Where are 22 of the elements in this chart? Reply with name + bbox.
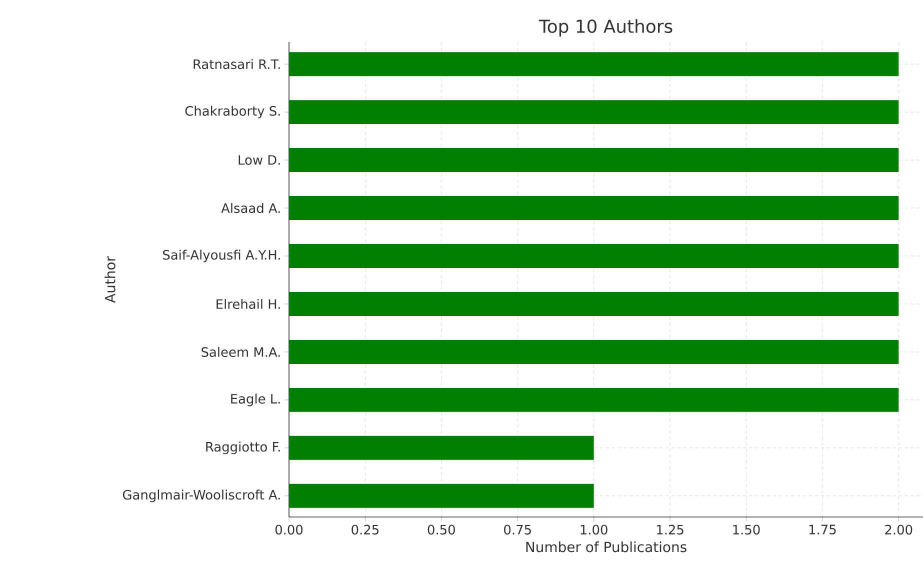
y-tick-label: Elrehail H.	[216, 298, 280, 309]
y-tick-label: Low D.	[238, 155, 280, 165]
y-tick-label: Saif-Alyousfi A.Y.H.	[163, 250, 280, 262]
x-tick-label: 0.25	[352, 524, 378, 535]
x-tick-label: 0.50	[428, 524, 455, 535]
y-tick-label: Eagle L.	[231, 394, 280, 406]
y-tick-label: Raggiotto F.	[206, 442, 280, 454]
x-tick-label: 1.50	[733, 524, 760, 535]
x-tick-label: 2.00	[885, 524, 912, 535]
x-axis-title: Number of Publications	[526, 541, 686, 552]
y-tick-label: Alsaad A.	[221, 203, 280, 214]
chart-title: Top 10 Authors	[538, 19, 672, 37]
y-tick-label: Ratnasari R.T.	[194, 59, 280, 70]
x-tick-label: 0.75	[504, 524, 531, 535]
y-tick-label: Saleem M.A.	[202, 346, 280, 357]
y-tick-label: Chakraborty S.	[185, 106, 280, 118]
x-tick-label: 1.00	[580, 524, 608, 535]
y-axis-title: Author	[104, 256, 116, 303]
x-tick-label: 1.75	[809, 524, 836, 534]
x-tick-label: 0.00	[275, 524, 303, 535]
x-tick-label: 1.25	[657, 524, 684, 535]
y-tick-label: Ganglmair-Wooliscroft A.	[122, 490, 280, 502]
